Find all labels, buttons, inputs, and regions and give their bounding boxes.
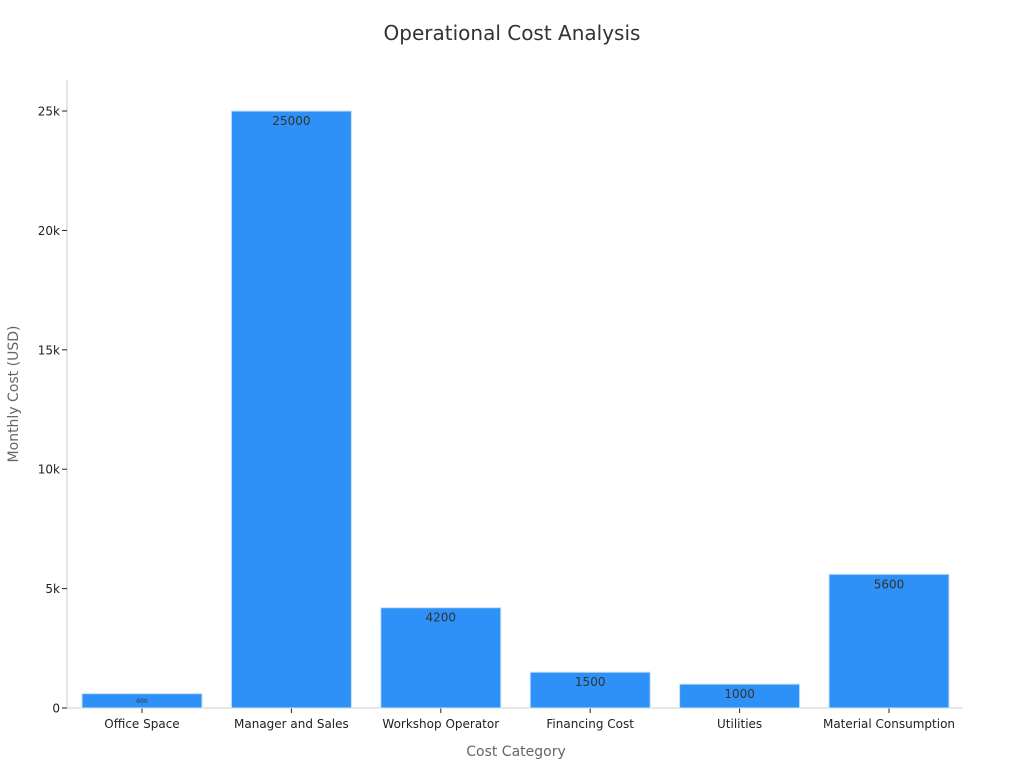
y-tick-label: 10k	[38, 463, 60, 477]
x-tick-label: Material Consumption	[823, 717, 955, 731]
data-label: 600	[136, 698, 148, 705]
bar-manager-and-sales	[230, 110, 352, 709]
x-axis-label: Cost Category	[466, 744, 566, 760]
bar-office-space	[81, 693, 203, 709]
x-tick-label: Workshop Operator	[382, 717, 499, 731]
data-label: 4200	[426, 611, 457, 625]
bar-material-consumption	[828, 573, 950, 709]
y-tick-label: 0	[52, 702, 60, 716]
y-tick-label: 20k	[38, 224, 60, 238]
bar-workshop-operator	[380, 607, 502, 709]
data-label: 25000	[272, 114, 310, 128]
data-label: 1500	[575, 675, 606, 689]
y-tick-label: 25k	[38, 105, 60, 119]
bar-utilities	[679, 683, 801, 709]
x-tick-label: Utilities	[717, 717, 762, 731]
y-tick-label: 5k	[45, 582, 60, 596]
data-labels: 600 25000 4200 1500 1000 5600	[136, 114, 904, 705]
chart-title: Operational Cost Analysis	[384, 21, 641, 45]
y-ticks: 0 5k 10k 15k 20k 25k	[38, 105, 67, 716]
data-label: 5600	[874, 577, 905, 591]
x-tick-label: Office Space	[104, 717, 179, 731]
x-tick-label: Financing Cost	[546, 717, 634, 731]
data-label: 1000	[724, 687, 755, 701]
y-tick-label: 15k	[38, 343, 60, 357]
x-ticks: Office Space Manager and Sales Workshop Op…	[104, 708, 955, 731]
x-tick-label: Manager and Sales	[234, 717, 349, 731]
bar-financing-cost	[529, 671, 651, 709]
bars	[81, 110, 950, 709]
y-axis-label: Monthly Cost (USD)	[6, 326, 22, 463]
